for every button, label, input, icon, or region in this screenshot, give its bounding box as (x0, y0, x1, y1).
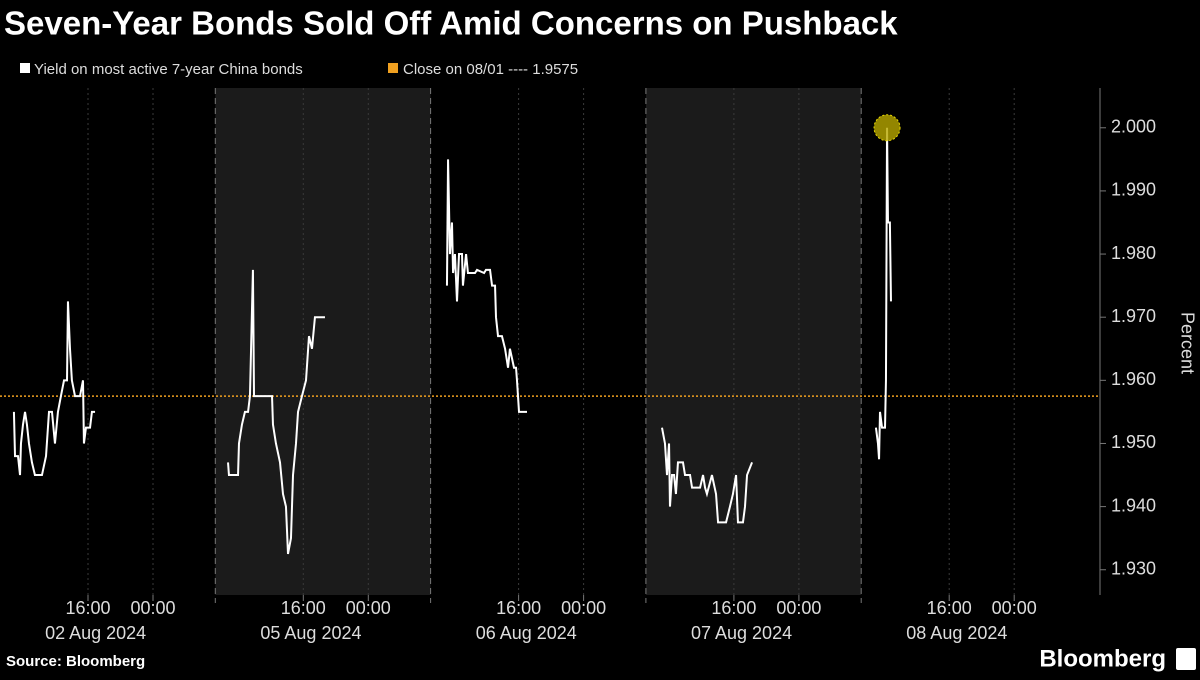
x-date-label: 02 Aug 2024 (45, 623, 146, 643)
y-tick-label: 1.930 (1111, 558, 1156, 578)
panel-shade (215, 88, 431, 595)
x-tick-label: 16:00 (65, 598, 110, 618)
x-date-label: 06 Aug 2024 (476, 623, 577, 643)
legend-label: Yield on most active 7-year China bonds (34, 61, 303, 78)
legend-swatch (388, 63, 398, 73)
brand-icon (1176, 648, 1196, 670)
panel-shade (645, 88, 862, 595)
x-tick-label: 00:00 (130, 598, 175, 618)
x-tick-label: 16:00 (927, 598, 972, 618)
x-tick-label: 00:00 (992, 598, 1037, 618)
x-tick-label: 16:00 (711, 598, 756, 618)
y-tick-label: 1.940 (1111, 495, 1156, 515)
chart-title: Seven-Year Bonds Sold Off Amid Concerns … (4, 5, 898, 42)
x-date-label: 08 Aug 2024 (906, 623, 1007, 643)
y-tick-label: 1.980 (1111, 243, 1156, 263)
x-tick-label: 16:00 (281, 598, 326, 618)
legend-swatch (20, 63, 30, 73)
y-axis-label: Percent (1177, 312, 1197, 374)
x-date-label: 07 Aug 2024 (691, 623, 792, 643)
x-tick-label: 16:00 (496, 598, 541, 618)
y-tick-label: 1.990 (1111, 180, 1156, 200)
x-tick-label: 00:00 (346, 598, 391, 618)
x-date-label: 05 Aug 2024 (260, 623, 361, 643)
x-tick-label: 00:00 (561, 598, 606, 618)
y-tick-label: 2.000 (1111, 117, 1156, 137)
brand: Bloomberg (1039, 645, 1166, 672)
y-tick-label: 1.970 (1111, 306, 1156, 326)
y-tick-label: 1.960 (1111, 369, 1156, 389)
legend-label: Close on 08/01 ---- 1.9575 (403, 61, 578, 78)
highlight-point (873, 114, 901, 142)
series-line (12, 127, 892, 555)
x-tick-label: 00:00 (776, 598, 821, 618)
source: Source: Bloomberg (6, 653, 145, 670)
y-tick-label: 1.950 (1111, 432, 1156, 452)
